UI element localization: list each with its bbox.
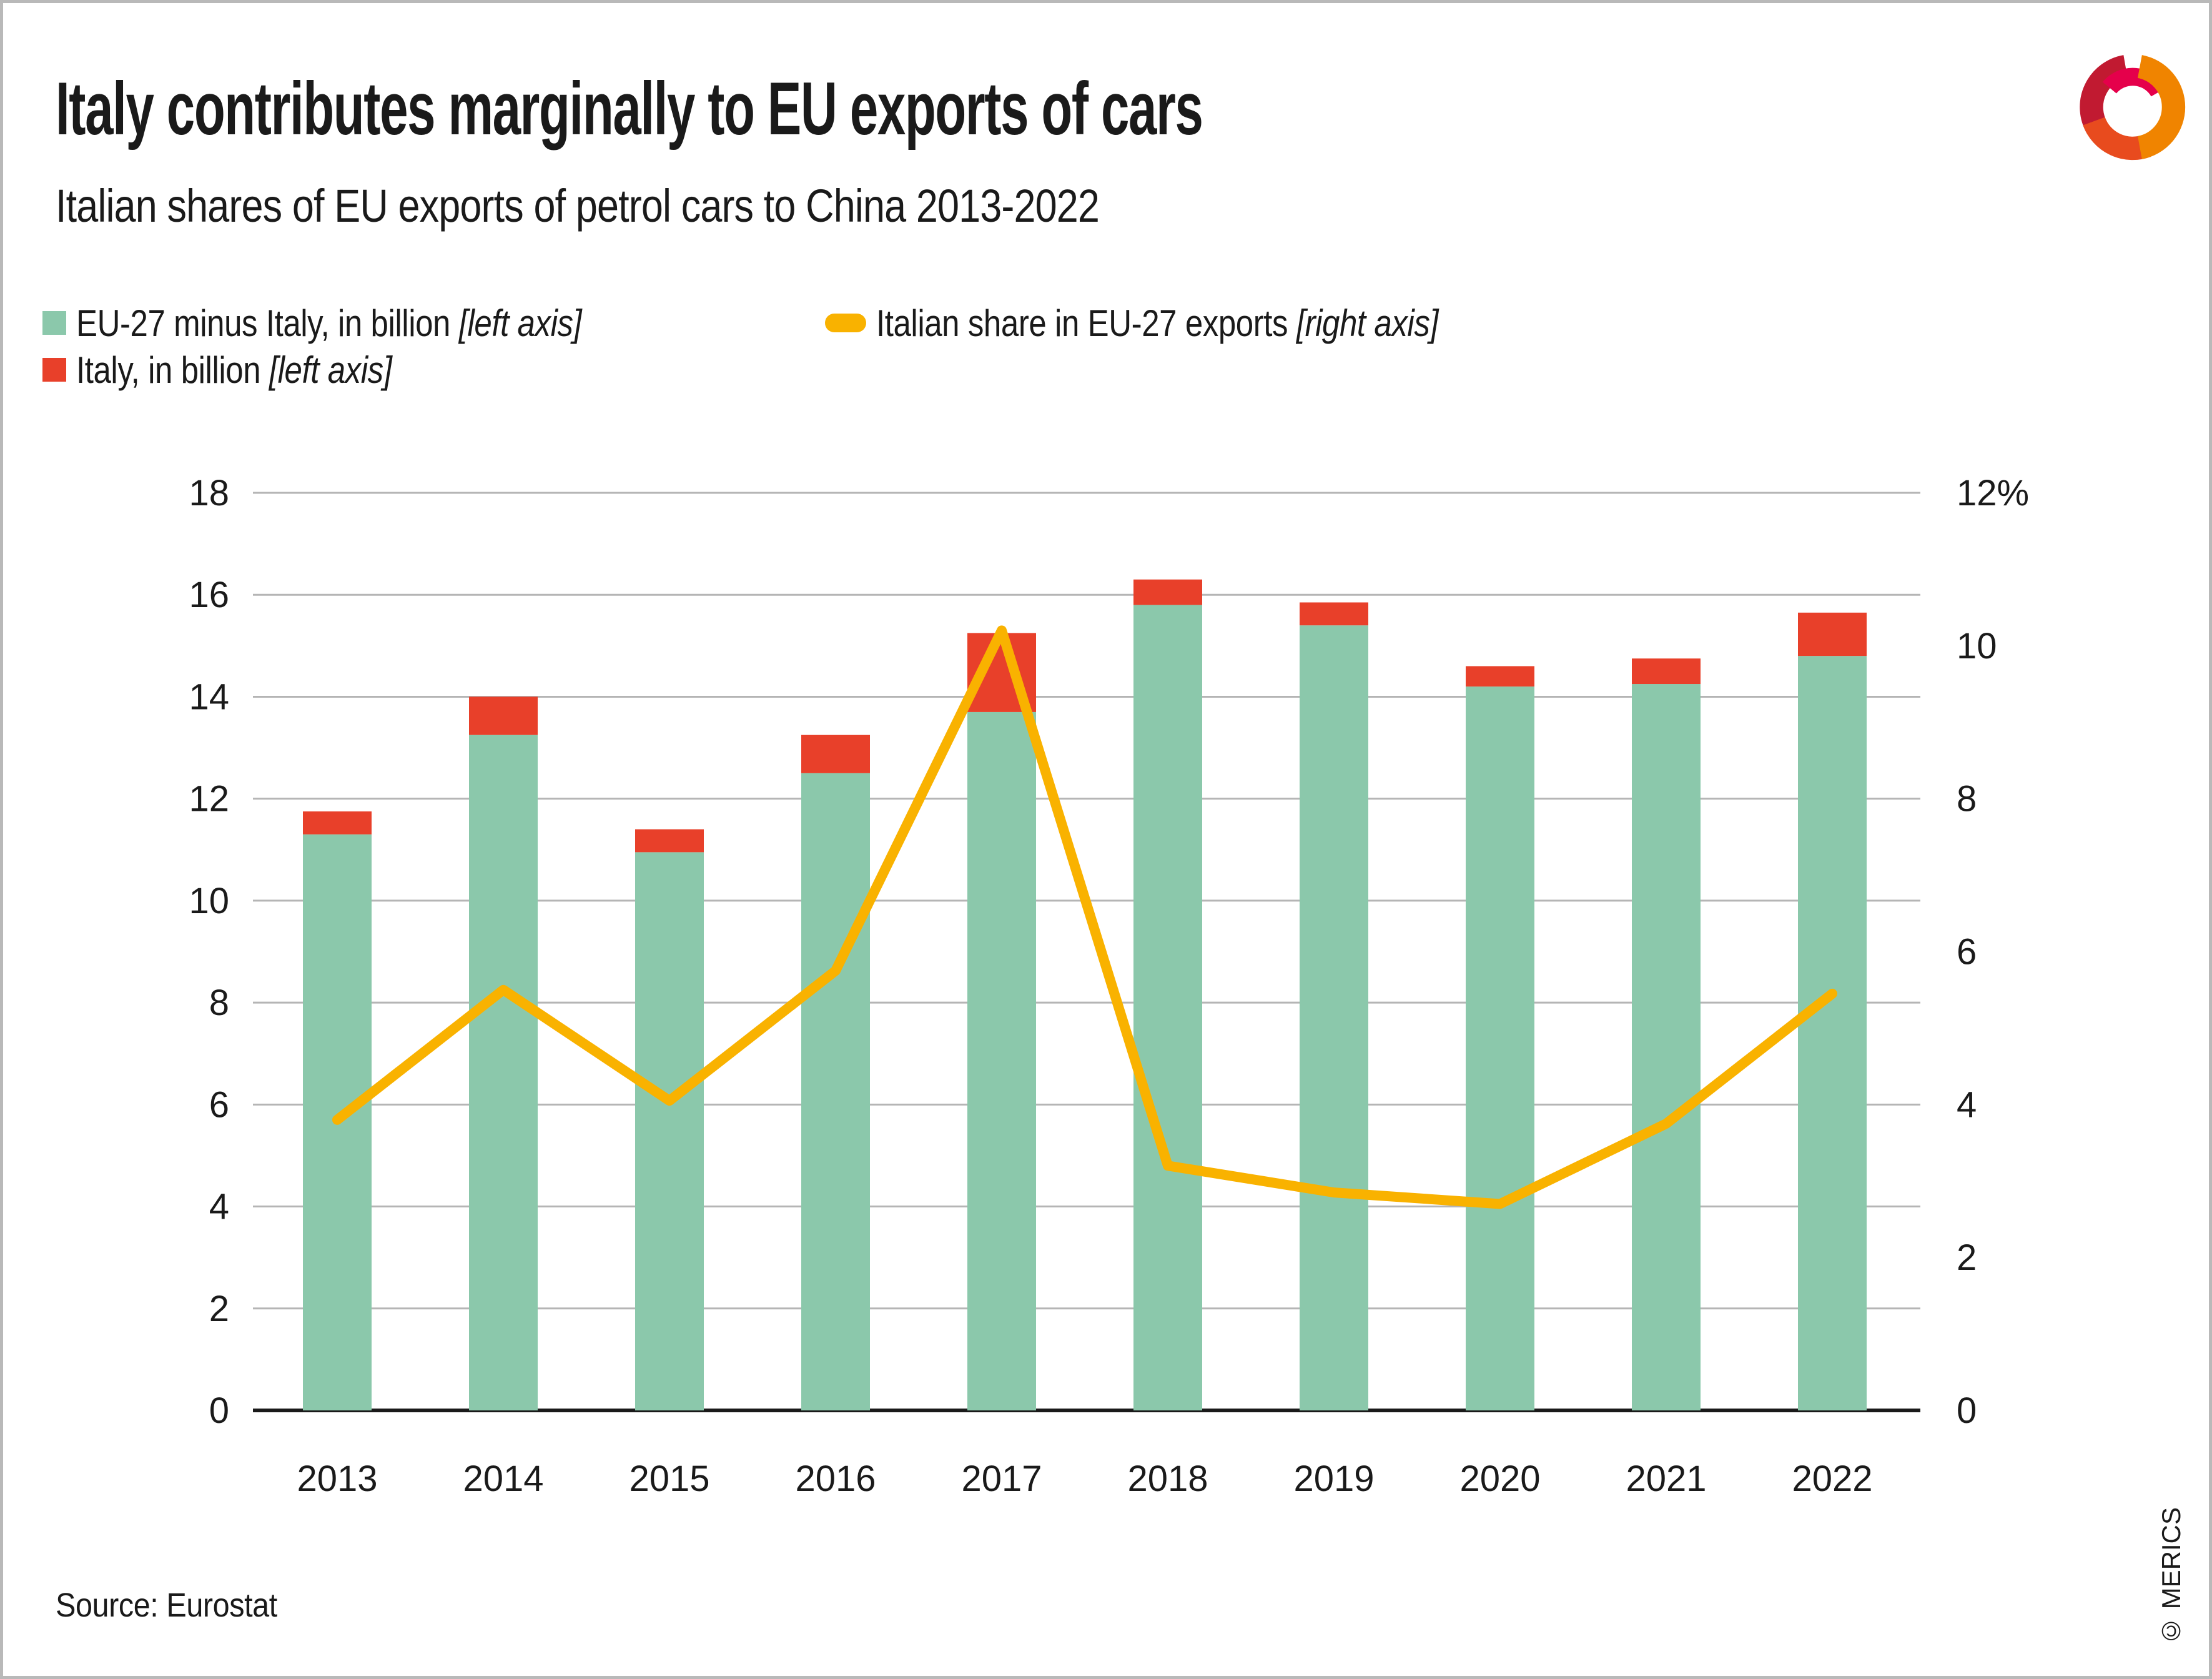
legend-swatch-share bbox=[825, 314, 866, 332]
legend-swatch-eu27 bbox=[42, 311, 66, 335]
bar-eu27-2015 bbox=[635, 852, 704, 1410]
legend-item-share: Italian share in EU-27 exports [right ax… bbox=[825, 302, 1538, 344]
x-axis-label-2018: 2018 bbox=[1127, 1459, 1208, 1499]
x-axis-label-2017: 2017 bbox=[961, 1459, 1042, 1499]
left-axis-label-4: 4 bbox=[209, 1187, 229, 1227]
left-axis-label-0: 0 bbox=[209, 1390, 229, 1431]
x-axis-label-2015: 2015 bbox=[629, 1459, 709, 1499]
share-line-path bbox=[332, 625, 1837, 1209]
left-axis-label-8: 8 bbox=[209, 983, 229, 1023]
x-axis-label-2019: 2019 bbox=[1293, 1459, 1374, 1499]
bar-italy-2019 bbox=[1300, 602, 1368, 626]
x-axis-label-2022: 2022 bbox=[1792, 1459, 1872, 1499]
right-axis-labels: 0 2 4 6 8 10 12% bbox=[1957, 473, 2029, 1431]
bar-italy-2021 bbox=[1632, 658, 1701, 685]
right-axis-label-2: 2 bbox=[1957, 1237, 1977, 1278]
legend-text-italy: Italy, in billion [left axis] bbox=[76, 349, 392, 392]
x-axis-label-2016: 2016 bbox=[795, 1459, 876, 1499]
right-axis-label-12%: 12% bbox=[1957, 473, 2029, 513]
left-axis-label-2: 2 bbox=[209, 1289, 229, 1329]
right-axis-label-8: 8 bbox=[1957, 779, 1977, 820]
left-axis-label-12: 12 bbox=[189, 779, 229, 820]
logo-arc-orangered bbox=[2083, 116, 2151, 161]
bar-eu27-2014 bbox=[469, 735, 538, 1410]
bar-eu27-2019 bbox=[1300, 625, 1368, 1410]
x-axis-label-2013: 2013 bbox=[297, 1459, 377, 1499]
page-subtitle: Italian shares of EU exports of petrol c… bbox=[56, 180, 1100, 232]
legend-swatch-italy bbox=[42, 358, 66, 382]
x-axis-label-2020: 2020 bbox=[1459, 1459, 1540, 1499]
legend-label-share: Italian share in EU-27 exports bbox=[876, 302, 1288, 344]
right-axis-label-0: 0 bbox=[1957, 1390, 1977, 1431]
left-axis-label-14: 14 bbox=[189, 676, 229, 717]
bar-eu27-2016 bbox=[801, 773, 870, 1410]
bar-italy-2020 bbox=[1466, 666, 1534, 687]
x-axis-label-2014: 2014 bbox=[463, 1459, 543, 1499]
right-axis-label-10: 10 bbox=[1957, 626, 1997, 666]
bar-eu27-2021 bbox=[1632, 684, 1701, 1410]
page-title: Italy contributes marginally to EU expor… bbox=[56, 67, 1203, 151]
left-axis-labels: 0 2 4 6 8 10 12 14 16 18 bbox=[189, 473, 229, 1431]
legend-text-share: Italian share in EU-27 exports [right ax… bbox=[876, 302, 1439, 345]
left-axis-label-6: 6 bbox=[209, 1084, 229, 1125]
bar-italy-2018 bbox=[1133, 579, 1202, 605]
bar-eu27-2022 bbox=[1798, 656, 1867, 1410]
legend-label-eu27: EU-27 minus Italy, in billion bbox=[76, 302, 450, 344]
x-axis-labels: 2013 2014 2015 2016 2017 2018 2019 2020 2021 2022 bbox=[297, 1459, 1872, 1499]
legend-item-eu27: EU-27 minus Italy, in billion [left axis… bbox=[42, 302, 671, 344]
left-axis-label-16: 16 bbox=[189, 575, 229, 615]
share-line bbox=[332, 625, 1837, 1209]
bar-italy-2016 bbox=[801, 735, 870, 773]
legend-axisnote-share: [right axis] bbox=[1296, 302, 1439, 344]
logo-arc-orange bbox=[2137, 55, 2186, 159]
legend-axisnote-italy: [left axis] bbox=[269, 349, 392, 391]
right-axis-label-6: 6 bbox=[1957, 932, 1977, 973]
x-axis-label-2021: 2021 bbox=[1626, 1459, 1706, 1499]
bar-eu27-2017 bbox=[967, 711, 1036, 1410]
left-axis-label-18: 18 bbox=[189, 473, 229, 513]
legend-text-eu27: EU-27 minus Italy, in billion [left axis… bbox=[76, 302, 582, 345]
source-note: Source: Eurostat bbox=[56, 1587, 277, 1624]
bar-eu27-2018 bbox=[1133, 605, 1202, 1410]
legend-axisnote-eu27: [left axis] bbox=[458, 302, 582, 344]
bar-eu27-2020 bbox=[1466, 686, 1534, 1410]
bar-italy-2015 bbox=[635, 829, 704, 853]
bar-italy-2014 bbox=[469, 696, 538, 735]
legend-item-italy: Italy, in billion [left axis] bbox=[42, 349, 448, 391]
right-axis-label-4: 4 bbox=[1957, 1084, 1977, 1125]
copyright-note: © MERICS bbox=[2156, 1507, 2186, 1646]
bar-italy-2022 bbox=[1798, 612, 1867, 656]
bars bbox=[303, 579, 1867, 1410]
logo-arc-darkred bbox=[2080, 55, 2128, 134]
bar-italy-2013 bbox=[303, 811, 372, 835]
merics-logo-icon bbox=[2080, 55, 2186, 161]
left-axis-label-10: 10 bbox=[189, 881, 229, 921]
legend-label-italy: Italy, in billion bbox=[76, 349, 261, 391]
